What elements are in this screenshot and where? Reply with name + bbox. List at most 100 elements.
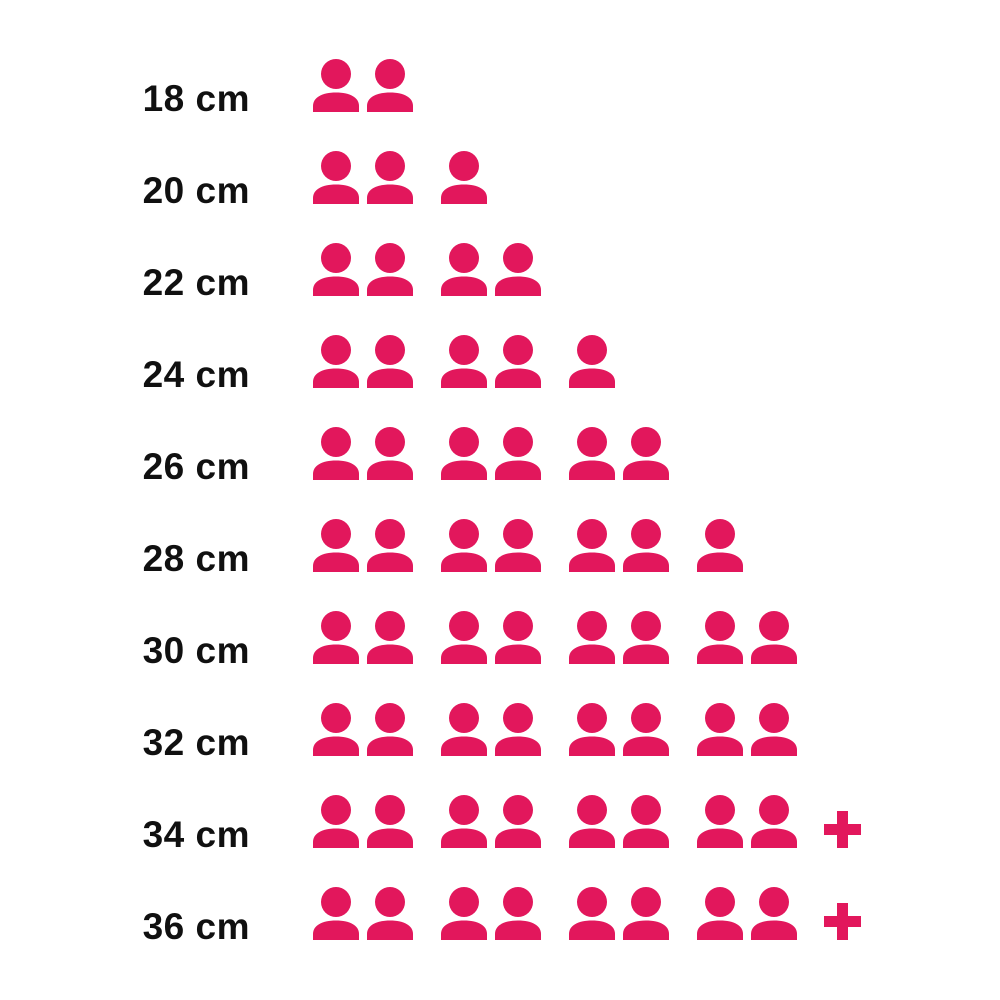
person-icon (366, 427, 414, 480)
person-icon (366, 887, 414, 940)
person-icon (568, 795, 616, 848)
icon-group (568, 703, 670, 756)
row-icons (312, 703, 798, 756)
person-icon (366, 519, 414, 572)
icon-group (440, 611, 542, 664)
person-icon (440, 151, 488, 204)
row-icons (312, 795, 861, 848)
icon-group (696, 887, 798, 940)
person-icon (568, 703, 616, 756)
icon-group (312, 151, 414, 204)
person-icon (494, 335, 542, 388)
person-icon (440, 335, 488, 388)
person-icon (312, 703, 360, 756)
icon-group (312, 59, 414, 112)
icon-group (312, 243, 414, 296)
person-icon (494, 611, 542, 664)
icon-group (440, 151, 488, 204)
pictogram-chart: 18 cm 20 cm 22 cm 24 cm 26 cm 28 cm 30 cm 32 cm… (0, 46, 1000, 966)
icon-group (440, 887, 542, 940)
person-icon (568, 427, 616, 480)
person-icon (494, 795, 542, 848)
person-icon (750, 887, 798, 940)
person-icon (366, 335, 414, 388)
icon-group (568, 887, 670, 940)
chart-row: 28 cm (0, 506, 1000, 598)
person-icon (494, 887, 542, 940)
icon-group (568, 519, 670, 572)
person-icon (440, 887, 488, 940)
person-icon (696, 795, 744, 848)
person-icon (312, 151, 360, 204)
icon-group (568, 611, 670, 664)
row-label: 36 cm (142, 906, 250, 947)
icon-group (312, 335, 414, 388)
row-label: 22 cm (142, 262, 250, 303)
person-icon (312, 519, 360, 572)
person-icon (494, 703, 542, 756)
person-icon (312, 795, 360, 848)
icon-group (568, 427, 670, 480)
person-icon (366, 151, 414, 204)
chart-row: 32 cm (0, 690, 1000, 782)
person-icon (440, 519, 488, 572)
chart-row: 34 cm (0, 782, 1000, 874)
person-icon (568, 887, 616, 940)
row-icons (312, 427, 670, 480)
person-icon (312, 335, 360, 388)
icon-group (440, 703, 542, 756)
person-icon (440, 795, 488, 848)
icon-group (568, 795, 670, 848)
chart-row: 36 cm (0, 874, 1000, 966)
person-icon (312, 427, 360, 480)
row-icons (312, 519, 744, 572)
row-label: 24 cm (142, 354, 250, 395)
person-icon (494, 243, 542, 296)
person-icon (568, 611, 616, 664)
person-icon (622, 703, 670, 756)
chart-row: 26 cm (0, 414, 1000, 506)
row-label: 28 cm (142, 538, 250, 579)
person-icon (366, 59, 414, 112)
person-icon (622, 611, 670, 664)
plus-icon (824, 903, 861, 940)
icon-group (440, 519, 542, 572)
person-icon (696, 703, 744, 756)
icon-group (312, 519, 414, 572)
icon-group (440, 243, 542, 296)
person-icon (750, 611, 798, 664)
person-icon (440, 427, 488, 480)
row-icons (312, 335, 616, 388)
person-icon (440, 703, 488, 756)
chart-row: 18 cm (0, 46, 1000, 138)
row-icons (312, 243, 542, 296)
plus-icon (824, 811, 861, 848)
row-label: 26 cm (142, 446, 250, 487)
icon-group (696, 519, 744, 572)
person-icon (312, 243, 360, 296)
person-icon (366, 611, 414, 664)
person-icon (696, 519, 744, 572)
person-icon (750, 795, 798, 848)
icon-group (568, 335, 616, 388)
person-icon (622, 427, 670, 480)
person-icon (312, 611, 360, 664)
icon-group (312, 795, 414, 848)
icon-group (312, 887, 414, 940)
icon-group (696, 795, 798, 848)
person-icon (568, 335, 616, 388)
person-icon (696, 611, 744, 664)
person-icon (494, 519, 542, 572)
chart-row: 24 cm (0, 322, 1000, 414)
icon-group (312, 611, 414, 664)
chart-row: 20 cm (0, 138, 1000, 230)
person-icon (312, 887, 360, 940)
person-icon (312, 59, 360, 112)
row-icons (312, 59, 414, 112)
icon-group (440, 335, 542, 388)
rows: 18 cm 20 cm 22 cm 24 cm 26 cm 28 cm 30 cm 32 cm… (0, 46, 1000, 966)
row-icons (312, 611, 798, 664)
icon-group (440, 795, 542, 848)
icon-group (696, 611, 798, 664)
chart-row: 30 cm (0, 598, 1000, 690)
